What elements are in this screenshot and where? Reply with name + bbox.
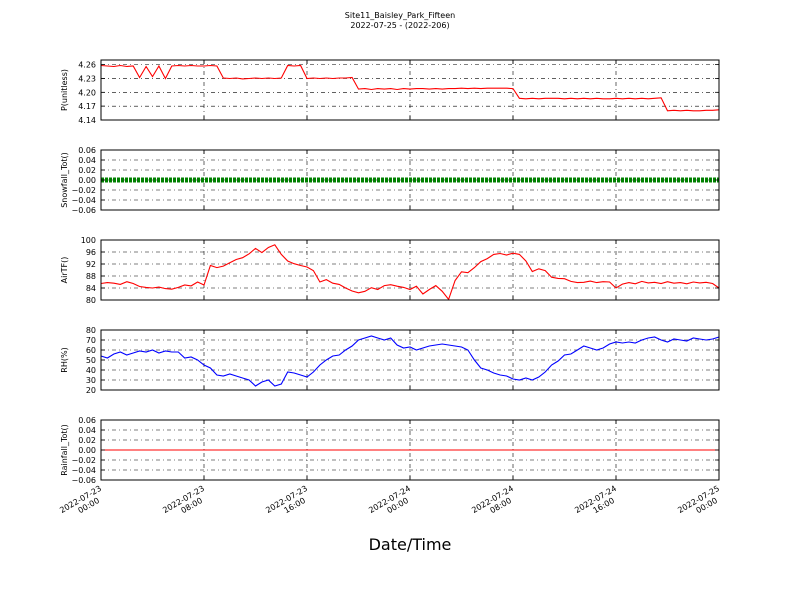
panel-3-ytick-label-3: 88 xyxy=(86,272,96,281)
panel-4-ytick-label-3: 50 xyxy=(86,356,96,365)
panel-5-ytick-label-3: 0.00 xyxy=(78,446,96,455)
panel-5-ytick-label-1: 0.04 xyxy=(78,426,96,435)
panel-3-ytick-label-1: 96 xyxy=(86,248,96,257)
panel-3-ytick-label-4: 84 xyxy=(86,284,96,293)
panel-2-ytick-label-5: −0.04 xyxy=(71,196,96,205)
panel-4-ytick-label-5: 30 xyxy=(86,376,96,385)
panel-4-ylabel: RH(%) xyxy=(60,347,69,372)
figure-title: Site11_Baisley_Park_Fifteen xyxy=(344,11,456,20)
panel-1-ytick-label-4: 4.14 xyxy=(78,116,96,125)
panel-3-ytick-label-2: 92 xyxy=(86,260,96,269)
panel-3-ylabel: AirTF() xyxy=(60,257,69,284)
panel-1-ytick-label-0: 4.26 xyxy=(78,61,96,70)
panel-5-ytick-label-2: 0.02 xyxy=(78,436,96,445)
panel-1-series-line xyxy=(100,64,720,112)
panel-1-ylabel: P(unitless) xyxy=(60,69,69,111)
panel-4-ytick-label-2: 60 xyxy=(86,346,96,355)
panel-3-ytick-label-5: 80 xyxy=(86,296,96,305)
panel-1-ytick-label-2: 4.20 xyxy=(78,88,96,97)
panel-5-ytick-label-5: −0.04 xyxy=(71,466,96,475)
panel-2-ytick-label-0: 0.06 xyxy=(78,146,96,155)
panel-2-ytick-label-1: 0.04 xyxy=(78,156,96,165)
panel-2-ytick-label-6: −0.06 xyxy=(71,206,96,215)
panel-2-ytick-label-4: −0.02 xyxy=(71,186,96,195)
panel-4-ytick-label-6: 20 xyxy=(86,386,96,395)
panel-3-series-line xyxy=(100,244,720,301)
panel-4-ytick-label-0: 80 xyxy=(86,326,96,335)
panel-1-ytick-label-3: 4.17 xyxy=(78,102,96,111)
panel-5-ytick-label-4: −0.02 xyxy=(71,456,96,465)
panel-5-ytick-label-6: −0.06 xyxy=(71,476,96,485)
panel-4-ytick-label-4: 40 xyxy=(86,366,96,375)
figure-subtitle: 2022-07-25 - (2022-206) xyxy=(350,21,450,30)
panel-2-ylabel: Snowfall_Tot() xyxy=(60,152,69,208)
panel-5-ytick-label-0: 0.06 xyxy=(78,416,96,425)
panel-4-ytick-label-1: 70 xyxy=(86,336,96,345)
panel-1-ytick-label-1: 4.23 xyxy=(78,74,96,83)
panel-4-series-line xyxy=(100,335,720,387)
panel-2-ytick-label-2: 0.02 xyxy=(78,166,96,175)
panel-5-ylabel: Rainfall_Tot() xyxy=(60,424,69,476)
panel-2-ytick-label-3: 0.00 xyxy=(78,176,96,185)
x-axis-label: Date/Time xyxy=(368,535,452,554)
panel-3-ytick-label-0: 100 xyxy=(81,236,96,245)
